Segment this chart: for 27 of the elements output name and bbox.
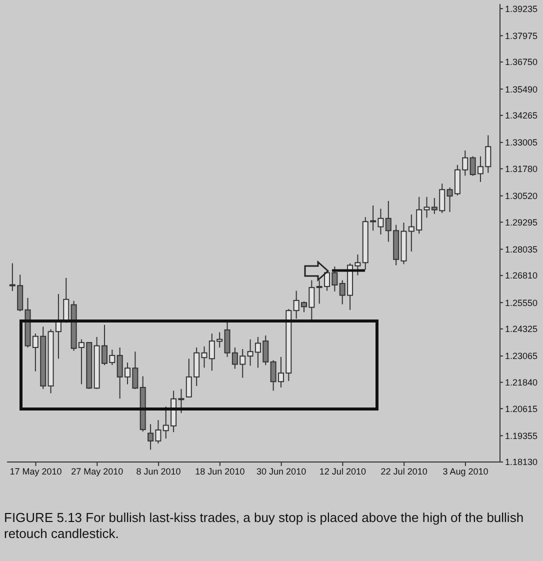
x-tick-label: 22 Jul 2010 bbox=[380, 466, 428, 476]
y-tick-label: 1.37975 bbox=[505, 30, 538, 41]
y-tick-label: 1.33005 bbox=[505, 138, 538, 148]
x-tick-label: 30 Jun 2010 bbox=[256, 466, 306, 476]
y-tick-label: 1.26810 bbox=[505, 270, 538, 281]
x-tick-label: 3 Aug 2010 bbox=[442, 466, 488, 476]
y-tick-label: 1.21840 bbox=[505, 377, 538, 388]
y-tick-label: 1.19355 bbox=[505, 430, 538, 441]
caption: FIGURE 5.13 For bullish last-kiss trades, a buy stop is placed above the high of the bullish retouch candlestick. bbox=[4, 510, 525, 542]
y-tick-label: 1.23065 bbox=[505, 351, 538, 362]
y-tick-label: 1.20615 bbox=[505, 404, 538, 414]
y-tick-label: 1.30520 bbox=[505, 191, 538, 202]
x-tick-label: 27 May 2010 bbox=[71, 466, 124, 476]
x-tick-label: 17 May 2010 bbox=[10, 466, 62, 476]
x-tick-label: 12 Jul 2010 bbox=[319, 466, 366, 476]
y-tick-label: 1.35490 bbox=[505, 84, 538, 94]
y-tick-label: 1.24325 bbox=[505, 324, 538, 334]
x-tick-label: 18 Jun 2010 bbox=[195, 466, 245, 476]
y-tick-label: 1.18130 bbox=[505, 457, 538, 468]
y-tick-label: 1.31780 bbox=[505, 164, 538, 174]
x-tick-label: 8 Jun 2010 bbox=[136, 466, 181, 476]
y-tick-label: 1.29295 bbox=[505, 217, 538, 228]
y-tick-label: 1.39235 bbox=[505, 4, 538, 14]
y-tick-label: 1.36750 bbox=[505, 57, 538, 68]
y-tick-label: 1.25550 bbox=[505, 298, 538, 308]
y-tick-label: 1.28035 bbox=[505, 244, 538, 254]
y-tick-label: 1.34265 bbox=[505, 110, 538, 121]
